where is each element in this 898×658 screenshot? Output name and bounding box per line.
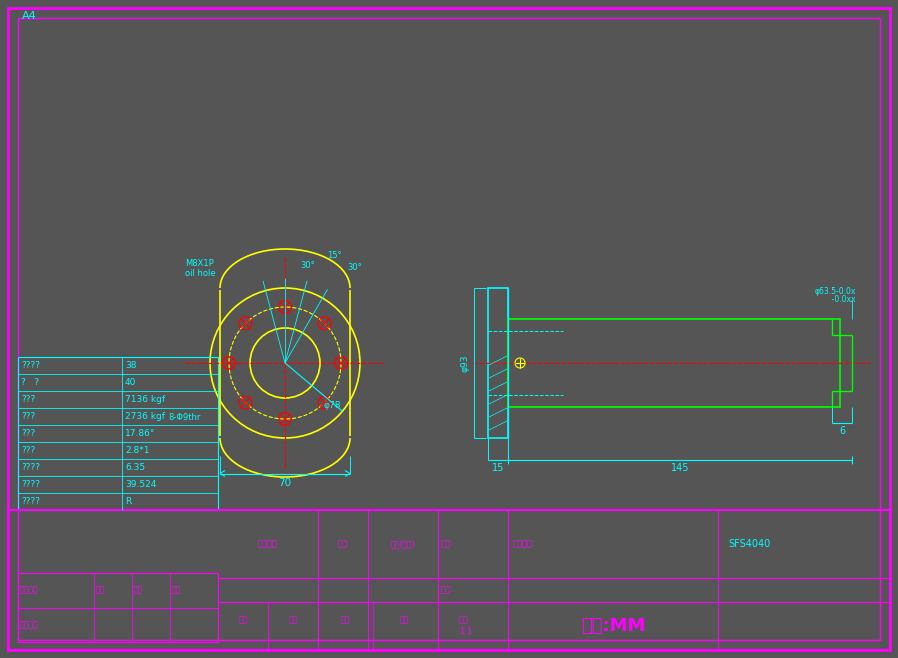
Text: ???: ??? bbox=[21, 412, 35, 421]
Bar bbox=[18, 357, 218, 510]
Text: 材料:: 材料: bbox=[441, 586, 453, 594]
Bar bbox=[18, 573, 218, 642]
Text: 70: 70 bbox=[278, 478, 292, 488]
Text: φ93: φ93 bbox=[460, 354, 469, 372]
Text: 7136 kgf: 7136 kgf bbox=[125, 395, 165, 404]
Text: ?   ?: ? ? bbox=[21, 378, 40, 387]
Text: 8-Φ9thr: 8-Φ9thr bbox=[168, 413, 200, 422]
Text: 绘图: 绘图 bbox=[238, 615, 248, 624]
Text: -0.0xx: -0.0xx bbox=[815, 295, 856, 303]
Text: 客户名称: 客户名称 bbox=[258, 540, 278, 549]
Text: 型号:: 型号: bbox=[441, 540, 453, 549]
Bar bbox=[8, 510, 890, 650]
Text: ????: ???? bbox=[21, 361, 40, 370]
Text: SFS4040: SFS4040 bbox=[728, 539, 770, 549]
Text: 6: 6 bbox=[839, 426, 845, 436]
Text: 存档图号:: 存档图号: bbox=[513, 540, 536, 549]
Text: ???: ??? bbox=[21, 395, 35, 404]
Text: 日期: 日期 bbox=[134, 586, 144, 595]
Text: 6.35: 6.35 bbox=[125, 463, 145, 472]
Text: 38: 38 bbox=[125, 361, 136, 370]
Text: 数量(单台): 数量(单台) bbox=[391, 540, 415, 549]
Text: 日期: 日期 bbox=[338, 540, 348, 549]
Text: 2736 kgf: 2736 kgf bbox=[125, 412, 165, 421]
Text: 15°: 15° bbox=[327, 251, 341, 259]
Text: ????: ???? bbox=[21, 497, 40, 506]
Bar bbox=[488, 288, 508, 438]
Text: φ63.5-0.0x: φ63.5-0.0x bbox=[815, 286, 857, 295]
Text: 客户确认: 客户确认 bbox=[20, 620, 39, 629]
Text: 单位:MM: 单位:MM bbox=[581, 617, 645, 635]
Text: ???: ??? bbox=[21, 429, 35, 438]
Text: 39.524: 39.524 bbox=[125, 480, 156, 489]
Text: 17.86°: 17.86° bbox=[125, 429, 155, 438]
Text: 比例: 比例 bbox=[459, 615, 469, 624]
Bar bbox=[508, 319, 840, 407]
Text: 1:1: 1:1 bbox=[459, 628, 472, 636]
Text: A4: A4 bbox=[22, 11, 37, 21]
Text: R: R bbox=[125, 497, 131, 506]
Text: ????: ???? bbox=[21, 480, 40, 489]
Text: 30°: 30° bbox=[347, 263, 362, 272]
Text: ???: ??? bbox=[21, 446, 35, 455]
Text: 审核: 审核 bbox=[341, 615, 350, 624]
Text: M8X1P: M8X1P bbox=[185, 259, 214, 268]
Text: 更改标记: 更改标记 bbox=[20, 586, 39, 595]
Text: 处层: 处层 bbox=[96, 586, 105, 595]
Text: 40: 40 bbox=[125, 378, 136, 387]
Text: 2.8*1: 2.8*1 bbox=[125, 446, 149, 455]
Text: ????: ???? bbox=[21, 463, 40, 472]
Text: 145: 145 bbox=[671, 463, 690, 473]
Text: 15: 15 bbox=[492, 463, 504, 473]
Text: 签名: 签名 bbox=[172, 586, 181, 595]
Text: 设计: 设计 bbox=[288, 615, 297, 624]
Text: oil hole: oil hole bbox=[185, 268, 216, 278]
Text: 30°: 30° bbox=[300, 261, 315, 270]
Text: 视角.: 视角. bbox=[400, 615, 411, 624]
Text: φ78: φ78 bbox=[323, 401, 340, 409]
